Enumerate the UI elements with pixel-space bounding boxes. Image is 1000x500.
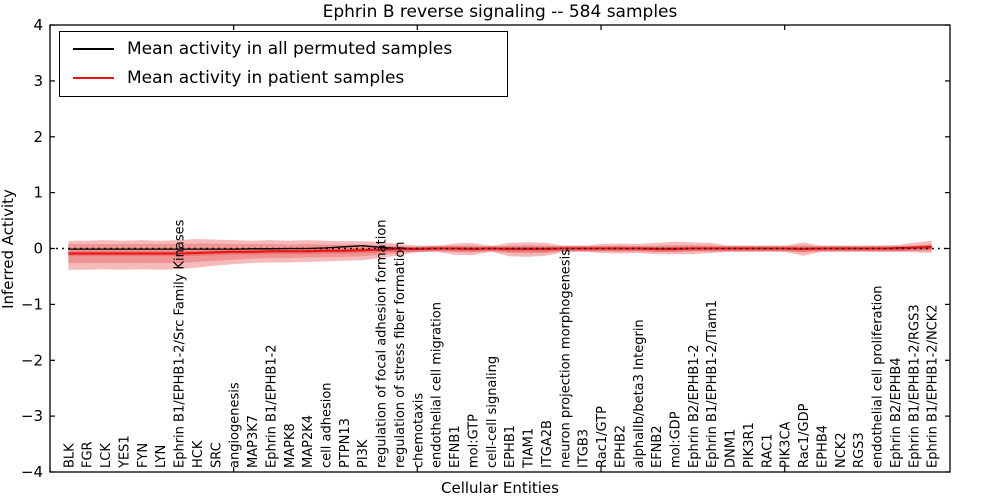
x-tick-label: Ephrin B1/EPHB1-2/RGS3 [907,304,922,468]
x-tick-label: alphaIIb/beta3 Integrin [632,319,647,468]
x-tick-label: regulation of focal adhesion formation [375,219,390,468]
x-tick-label: angiogenesis [228,382,243,468]
x-tick-label: EFNB2 [650,425,665,468]
x-tick-label: PIK3CA [779,421,794,468]
legend-label-permuted: Mean activity in all permuted samples [127,38,453,59]
x-tick-label: MAP3K7 [246,415,261,468]
x-tick-label: RGS3 [852,432,867,468]
x-axis-label: Cellular Entities [441,479,559,497]
x-tick-label: LCK [99,443,114,468]
x-tick-label: TIAM1 [522,428,537,469]
x-tick-label: mol:GDP [669,411,684,468]
x-tick-label: mol:GTP [466,414,481,468]
x-tick-label: cell adhesion [320,382,335,468]
x-tick-label: FYN [136,443,151,468]
x-tick-label: regulation of stress fiber formation [393,241,408,468]
x-tick-label: Rac1/GTP [595,406,610,468]
x-tick-label: DNM1 [724,429,739,468]
x-tick-label: MAP2K4 [301,415,316,468]
y-tick-label: −4 [21,463,43,481]
y-tick-label: −1 [21,295,43,313]
x-tick-label: PTPN13 [338,418,353,468]
legend-entry-permuted: Mean activity in all permuted samples [60,34,507,63]
x-tick-label: Ephrin B2/EPHB1-2 [687,344,702,468]
x-tick-label: neuron projection morphogenesis [558,249,573,468]
legend: Mean activity in all permuted samples Me… [59,31,508,97]
x-tick-label: Ephrin B2/EPHB4 [889,357,904,468]
x-tick-label: Ephrin B1/EPHB1-2/Src Family Kinases [173,219,188,468]
y-tick-label: −3 [21,407,43,425]
y-tick-label: 3 [33,72,43,90]
x-tick-label: FGR [81,441,96,468]
y-tick-label: 1 [33,184,43,202]
x-tick-label: EPHB2 [613,425,628,468]
x-tick-label: EPHB4 [815,425,830,468]
y-tick-label: 4 [33,16,43,34]
red-line-sample-icon [73,76,114,79]
legend-entry-patient: Mean activity in patient samples [60,63,507,92]
x-tick-label: ITGA2B [540,420,555,468]
x-tick-label: YES1 [118,435,133,469]
x-tick-label: PIK3R1 [742,422,757,468]
x-tick-label: endothelial cell migration [430,302,445,468]
x-tick-label: endothelial cell proliferation [871,286,886,469]
x-tick-label: Ephrin B1/EPHB1-2/Tiam1 [705,300,720,468]
chart-title: Ephrin B reverse signaling -- 584 sample… [322,2,678,22]
x-tick-label: EPHB1 [503,425,518,468]
x-tick-label: EFNB1 [448,425,463,468]
x-tick-label: MAPK8 [283,423,298,468]
y-tick-label: 0 [33,240,43,258]
x-tick-label: BLK [62,443,77,468]
x-tick-label: PI3K [356,439,371,468]
y-tick-label: −2 [21,351,43,369]
x-tick-label: NCK2 [834,432,849,468]
x-tick-label: SRC [209,442,224,468]
x-tick-label: RAC1 [760,433,775,468]
x-tick-label: Ephrin B1/EPHB1-2 [264,344,279,468]
legend-label-patient: Mean activity in patient samples [127,67,405,88]
x-tick-label: cell-cell signaling [485,356,500,468]
x-tick-label: ITGB3 [577,429,592,468]
black-line-sample-icon [73,47,114,50]
y-tick-label: 2 [33,128,43,146]
x-tick-label: chemotaxis [411,393,426,468]
x-tick-label: HCK [191,440,206,468]
x-tick-label: LYN [154,445,169,468]
x-tick-label: Rac1/GDP [797,403,812,468]
x-tick-label: Ephrin B1/EPHB1-2/NCK2 [926,304,941,468]
